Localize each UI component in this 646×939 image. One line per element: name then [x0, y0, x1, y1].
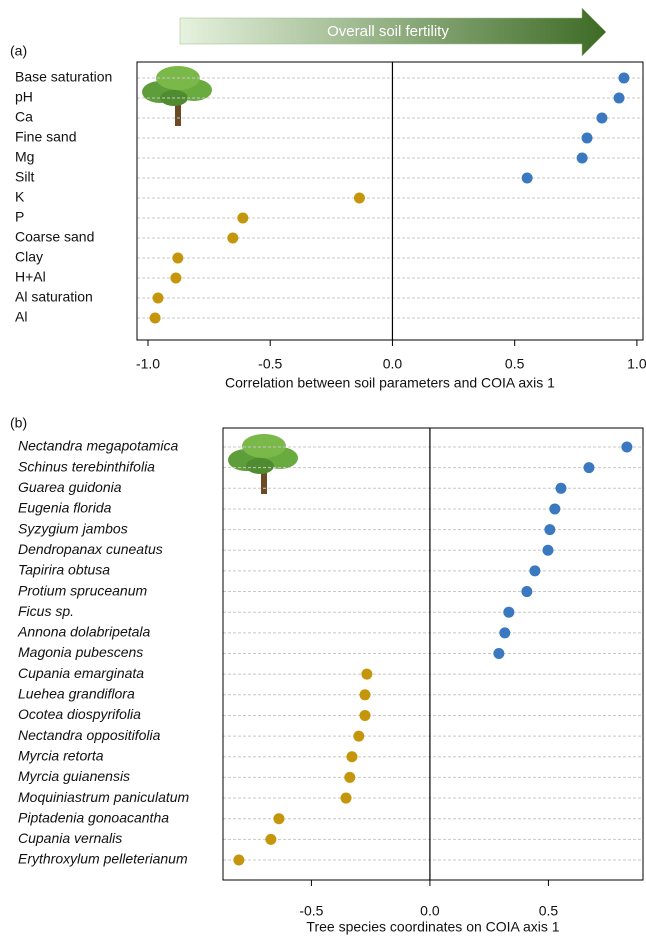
dot: [583, 462, 594, 473]
category-label: Al: [15, 309, 27, 325]
panel-label: (a): [10, 43, 27, 59]
dot: [521, 586, 532, 597]
dot: [555, 483, 566, 494]
dot: [233, 855, 244, 866]
category-label: H+Al: [15, 269, 46, 285]
category-label: Guarea guidonia: [18, 479, 122, 495]
category-label: Mg: [15, 149, 34, 165]
category-label: Dendropanax cuneatus: [18, 541, 163, 557]
dot: [493, 648, 504, 659]
category-label: P: [15, 209, 24, 225]
dot: [621, 442, 632, 453]
x-tick-label: -1.0: [136, 356, 160, 372]
category-label: Ca: [15, 109, 33, 125]
category-label: Base saturation: [15, 69, 112, 85]
category-label: Luehea grandiflora: [18, 686, 135, 702]
category-label: Eugenia florida: [18, 500, 112, 516]
category-label: pH: [15, 89, 33, 105]
x-tick-label: -0.5: [299, 903, 323, 919]
category-label: Cupania vernalis: [18, 830, 122, 846]
category-label: Ficus sp.: [18, 603, 74, 619]
category-label: Nectandra oppositifolia: [18, 727, 161, 743]
category-label: Silt: [15, 169, 35, 185]
dot: [577, 153, 588, 164]
category-label: Nectandra megapotamica: [18, 438, 179, 454]
x-tick-label: 0.5: [505, 356, 525, 372]
category-label: K: [15, 189, 25, 205]
category-label: Schinus terebinthifolia: [18, 458, 155, 474]
category-label: Moquiniastrum paniculatum: [18, 789, 190, 805]
tree-icon: [142, 66, 212, 126]
dot: [359, 689, 370, 700]
tree-icon: [228, 434, 298, 494]
dot: [582, 133, 593, 144]
category-label: Erythroxylum pelleterianum: [18, 851, 188, 867]
category-label: Cupania emarginata: [18, 665, 144, 681]
dot: [273, 813, 284, 824]
dot: [170, 273, 181, 284]
x-axis-title: Tree species coordinates on COIA axis 1: [306, 919, 559, 935]
dot: [341, 793, 352, 804]
x-tick-label: 0.5: [539, 903, 559, 919]
dot: [614, 93, 625, 104]
figure: Overall soil fertility (a) Base saturatio…: [0, 0, 646, 939]
category-label: Myrcia guianensis: [18, 768, 130, 784]
x-tick-label: -0.5: [258, 356, 282, 372]
dot: [265, 834, 276, 845]
category-label: Piptadenia gonoacantha: [18, 809, 169, 825]
dot: [346, 751, 357, 762]
dot: [344, 772, 355, 783]
x-tick-label: 0.0: [383, 356, 403, 372]
dot: [354, 193, 365, 204]
category-label: Annona dolabripetala: [17, 624, 151, 640]
dot: [227, 233, 238, 244]
dot: [353, 731, 364, 742]
dot: [172, 253, 183, 264]
category-label: Myrcia retorta: [18, 747, 104, 763]
dot: [359, 710, 370, 721]
dot: [596, 113, 607, 124]
dot: [237, 213, 248, 224]
dot: [544, 524, 555, 535]
category-label: Clay: [15, 249, 43, 265]
dot: [618, 73, 629, 84]
dot: [361, 669, 372, 680]
category-label: Tapirira obtusa: [18, 562, 110, 578]
dot: [542, 545, 553, 556]
x-axis-title: Correlation between soil parameters and …: [225, 375, 555, 391]
dot: [503, 607, 514, 618]
category-label: Magonia pubescens: [18, 644, 143, 660]
category-label: Al saturation: [15, 289, 93, 305]
x-tick-label: 0.0: [420, 903, 440, 919]
category-label: Syzygium jambos: [18, 520, 128, 536]
dot: [549, 503, 560, 514]
panel-label: (b): [10, 415, 27, 431]
dot: [499, 627, 510, 638]
x-tick-label: 1.0: [627, 356, 646, 372]
dot: [529, 565, 540, 576]
category-label: Fine sand: [15, 129, 76, 145]
category-label: Ocotea diospyrifolia: [18, 706, 141, 722]
dot: [150, 313, 161, 324]
banner-label: Overall soil fertility: [327, 23, 449, 40]
category-label: Protium spruceanum: [18, 582, 148, 598]
dot: [522, 173, 533, 184]
dot: [153, 293, 164, 304]
category-label: Coarse sand: [15, 229, 94, 245]
